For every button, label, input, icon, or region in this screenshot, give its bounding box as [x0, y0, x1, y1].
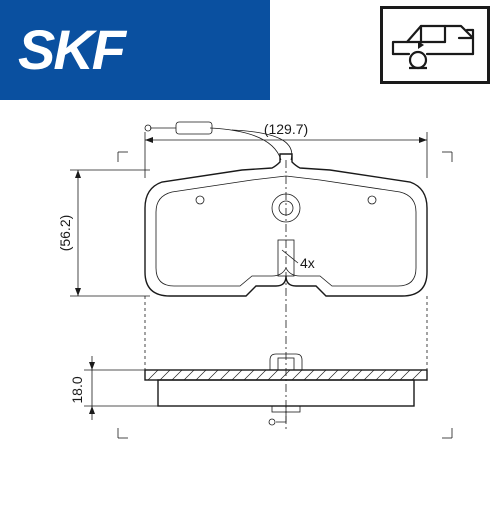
header: SKF — [0, 0, 500, 100]
technical-diagram: (129.7) (56.2) — [0, 100, 500, 500]
car-front-wheel-icon — [380, 6, 490, 84]
front-view: 4x — [118, 122, 452, 304]
dimension-width: (129.7) — [145, 121, 427, 178]
dim-height-label: (56.2) — [57, 215, 73, 252]
dimension-height: (56.2) — [57, 170, 150, 296]
brand-logo-block: SKF — [0, 0, 270, 100]
quantity-label: 4x — [300, 255, 315, 271]
brand-logo-text: SKF — [18, 22, 124, 78]
dim-thickness-label: 18.0 — [69, 376, 85, 403]
dim-width-label: (129.7) — [264, 121, 308, 137]
dimension-thickness: 18.0 — [69, 356, 160, 420]
header-right — [270, 0, 500, 100]
